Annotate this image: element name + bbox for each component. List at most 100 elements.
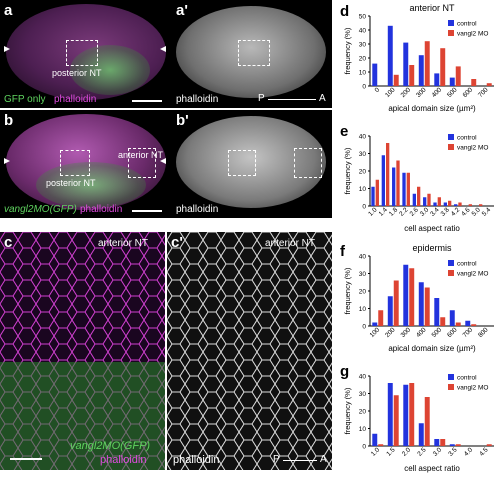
x-tick-label: 300	[400, 326, 413, 339]
posterior-nt-box	[66, 40, 98, 66]
arrowhead-right	[160, 46, 166, 52]
bar-control	[387, 383, 393, 446]
y-tick-label: 40	[359, 28, 367, 35]
bar-vangl2	[396, 160, 400, 206]
bar-vangl2	[455, 444, 461, 446]
bar-vangl2	[458, 202, 462, 206]
gfp-region	[36, 162, 146, 208]
legend-swatch	[448, 30, 454, 36]
panel-letter-a: a	[4, 2, 13, 19]
legend-swatch	[448, 260, 454, 266]
pa-axis-arrow	[268, 99, 316, 100]
panel-c2-title: anterior NT	[265, 238, 316, 249]
bar-control	[372, 433, 378, 446]
chart-title: epidermis	[412, 243, 452, 253]
x-tick-label: 400	[431, 86, 444, 99]
x-tick-label: 3.4	[429, 206, 441, 218]
bar-control	[372, 63, 378, 86]
chart-title: anterior NT	[409, 3, 455, 13]
bar-vangl2	[393, 395, 399, 446]
y-tick-label: 20	[359, 56, 367, 63]
bar-vangl2	[409, 383, 415, 446]
bar-control	[418, 282, 424, 326]
caption-phalloidin: phalloidin	[80, 204, 123, 215]
embryo-shape	[176, 116, 326, 208]
anterior-nt-box	[128, 148, 156, 178]
y-tick-label: 40	[359, 254, 367, 261]
y-tick-label: 50	[359, 14, 367, 21]
x-tick-label: 4.2	[450, 206, 462, 218]
bar-vangl2	[471, 324, 477, 326]
bar-vangl2	[427, 193, 431, 206]
bar-vangl2	[417, 186, 421, 206]
x-tick-label: 600	[462, 86, 475, 99]
x-tick-label: 3.8	[440, 206, 452, 218]
panel-letter: e	[340, 123, 348, 140]
y-axis-label: frequency (%)	[343, 147, 352, 194]
bar-control	[449, 310, 455, 326]
x-axis-label: apical domain size (µm²)	[388, 104, 476, 113]
chart-g: g 0 10 20 30 40 frequency (%) 1.0 1.5 2.0 2.5 3.0 3.…	[340, 363, 494, 473]
caption-phalloidin: phalloidin	[173, 454, 220, 466]
x-tick-label: 500	[431, 326, 444, 339]
x-tick-label: 1.5	[385, 446, 397, 458]
bar-vangl2	[424, 397, 430, 446]
x-tick-label: 200	[384, 326, 397, 339]
bar-vangl2	[437, 197, 441, 206]
legend-swatch	[448, 144, 454, 150]
bar-vangl2	[393, 280, 399, 326]
bar-control	[392, 167, 396, 206]
x-tick-label: 4.0	[463, 446, 475, 458]
y-tick-label: 30	[359, 151, 367, 158]
y-tick-label: 30	[359, 271, 367, 278]
y-tick-label: 10	[359, 70, 367, 77]
bar-control	[449, 444, 455, 446]
legend-swatch	[448, 20, 454, 26]
y-tick-label: 30	[359, 391, 367, 398]
axis-p-label: P	[258, 93, 265, 104]
bar-vangl2	[440, 439, 446, 446]
panel-letter: f	[340, 243, 346, 260]
x-tick-label: 1.8	[388, 206, 400, 218]
bar-control	[434, 439, 440, 446]
bar-vangl2	[378, 310, 384, 326]
bar-vangl2	[486, 83, 492, 86]
legend-label: control	[457, 135, 477, 142]
legend-swatch	[448, 384, 454, 390]
x-tick-label: 2.2	[398, 206, 410, 218]
bar-control	[402, 172, 406, 206]
chart-f: f epidermis 0 10 20 30 40 frequency (%) 100 200 30…	[340, 243, 494, 353]
x-tick-label: 3.5	[447, 446, 459, 458]
bar-control	[371, 186, 375, 206]
axis-p-label: P	[273, 454, 280, 465]
bar-vangl2	[393, 74, 399, 86]
panel-letter-a2: a'	[176, 2, 188, 19]
y-tick-label: 0	[362, 444, 366, 451]
caption-phalloidin: phalloidin	[176, 94, 219, 105]
posterior-nt-box	[60, 150, 90, 176]
bar-vangl2	[375, 179, 379, 206]
scale-bar	[132, 100, 162, 102]
x-tick-label: 100	[384, 86, 397, 99]
bar-vangl2	[471, 79, 477, 86]
caption-phalloidin: phalloidin	[54, 94, 97, 105]
x-tick-label: 1.4	[378, 206, 390, 218]
legend-label: control	[457, 261, 477, 268]
scale-bar	[10, 458, 42, 460]
bar-control	[434, 298, 440, 326]
y-tick-label: 30	[359, 42, 367, 49]
caption-phalloidin: phalloidin	[176, 204, 219, 215]
x-tick-label: 400	[415, 326, 428, 339]
y-tick-label: 20	[359, 409, 367, 416]
bar-vangl2	[378, 444, 384, 446]
legend-label: vangl2 MO	[457, 145, 488, 152]
bar-vangl2	[424, 287, 430, 326]
bar-control	[387, 296, 393, 326]
x-tick-label: 100	[369, 326, 382, 339]
bar-control	[387, 25, 393, 86]
anterior-nt-box	[294, 148, 322, 178]
y-tick-label: 10	[359, 306, 367, 313]
y-axis-label: frequency (%)	[343, 267, 352, 314]
bar-vangl2	[468, 204, 472, 206]
x-tick-label: 2.5	[416, 446, 428, 458]
